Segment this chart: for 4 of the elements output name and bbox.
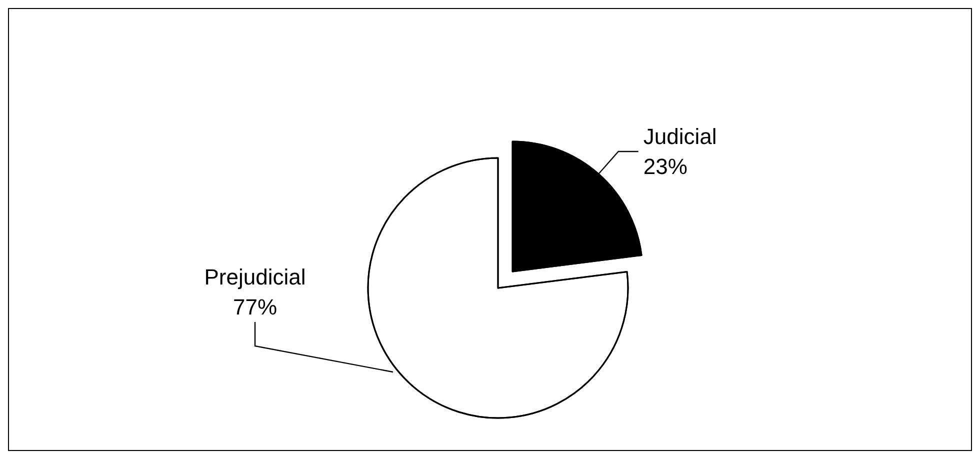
slice-label: Prejudicial bbox=[204, 264, 306, 290]
slice-label: Judicial bbox=[643, 124, 717, 149]
data-label: 77% bbox=[232, 294, 278, 320]
data-label: 23% bbox=[643, 154, 688, 179]
